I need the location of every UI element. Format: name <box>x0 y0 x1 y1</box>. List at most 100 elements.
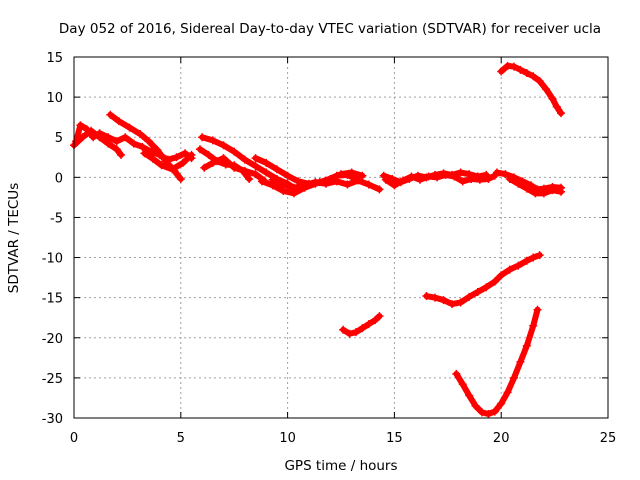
data-point <box>381 175 390 184</box>
y-tick-label: 5 <box>55 131 63 146</box>
data-point <box>364 320 373 329</box>
data-point <box>467 174 476 183</box>
y-tick-label: -5 <box>50 211 63 226</box>
data-point <box>522 341 531 350</box>
data-point <box>557 109 566 118</box>
data-point <box>471 401 480 410</box>
data-point <box>112 145 121 154</box>
data-point <box>552 102 561 111</box>
series-arc-4 <box>140 149 196 174</box>
data-point <box>240 155 249 164</box>
data-point <box>129 139 138 148</box>
data-point <box>262 168 271 177</box>
data-marks <box>70 61 566 418</box>
data-point <box>208 136 217 145</box>
x-tick-label: 20 <box>493 431 510 446</box>
data-point <box>529 321 538 330</box>
data-point <box>448 300 457 309</box>
data-point <box>200 163 209 172</box>
data-point <box>95 133 104 142</box>
data-point <box>503 388 512 397</box>
series-track <box>453 306 541 417</box>
data-point <box>251 162 260 171</box>
data-point <box>535 77 544 86</box>
data-point <box>87 126 96 135</box>
series-arc-10 <box>257 170 360 198</box>
data-point <box>439 296 448 305</box>
data-point <box>311 179 320 188</box>
data-point <box>529 253 538 262</box>
data-point <box>208 158 217 167</box>
data-point <box>219 141 228 150</box>
data-point <box>522 256 531 265</box>
data-point <box>497 271 506 280</box>
data-point <box>332 171 341 180</box>
data-point <box>114 117 123 126</box>
x-tick-label: 5 <box>177 431 185 446</box>
data-point <box>497 67 506 76</box>
data-point <box>125 123 134 132</box>
data-point <box>219 154 228 163</box>
data-point <box>230 163 239 172</box>
data-point <box>501 170 510 179</box>
data-point <box>375 185 384 194</box>
data-point <box>514 261 523 270</box>
data-point <box>465 292 474 301</box>
y-axis-label: SDTVAR / TECUs <box>6 183 22 293</box>
data-point <box>516 357 525 366</box>
data-point <box>557 187 566 196</box>
data-point <box>136 130 145 139</box>
data-point <box>492 168 501 177</box>
y-tick-label: 0 <box>55 171 63 186</box>
data-point <box>272 165 281 174</box>
data-point <box>245 174 254 183</box>
data-point <box>516 65 525 74</box>
chart-title: Day 052 of 2016, Sidereal Day-to-day VTE… <box>59 21 601 37</box>
plot-border <box>73 56 609 419</box>
y-tick-label: 15 <box>46 51 63 66</box>
data-point <box>198 133 207 142</box>
data-point <box>172 153 181 162</box>
data-point <box>422 292 431 301</box>
x-tick-label: 10 <box>279 431 296 446</box>
data-point <box>441 170 450 179</box>
y-tick-label: -15 <box>42 292 63 307</box>
data-point <box>375 312 384 321</box>
data-point <box>262 158 271 167</box>
series-arc-14 <box>505 174 566 198</box>
data-point <box>279 186 288 195</box>
data-point <box>497 399 506 408</box>
data-point <box>407 172 416 181</box>
data-point <box>112 137 121 146</box>
data-point <box>416 175 425 184</box>
series-arc-17 <box>422 251 544 309</box>
data-point <box>187 150 196 159</box>
data-point <box>358 324 367 333</box>
data-point <box>240 166 249 175</box>
data-point <box>531 189 540 198</box>
data-point <box>121 133 130 142</box>
data-point <box>398 176 407 185</box>
data-point <box>140 149 149 158</box>
data-point <box>251 170 260 179</box>
data-point <box>473 288 482 297</box>
data-point <box>548 94 557 103</box>
series-track <box>498 62 565 117</box>
data-point <box>251 154 260 163</box>
data-point <box>456 168 465 177</box>
series-arc-15 <box>497 61 566 118</box>
data-point <box>510 62 519 71</box>
data-point <box>505 265 514 274</box>
data-point <box>490 407 499 416</box>
data-point <box>157 161 166 170</box>
series-arc-16 <box>339 312 384 338</box>
data-point <box>450 172 459 181</box>
data-point <box>144 137 153 146</box>
data-point <box>168 165 177 174</box>
data-point <box>300 183 309 192</box>
data-point <box>539 189 548 198</box>
data-point <box>433 173 442 182</box>
axis-ticks: 0 5 10 15 20 25 -30 -25 -20 -15 -10 -5 0 5 10 15 <box>42 51 617 446</box>
data-point <box>542 85 551 94</box>
